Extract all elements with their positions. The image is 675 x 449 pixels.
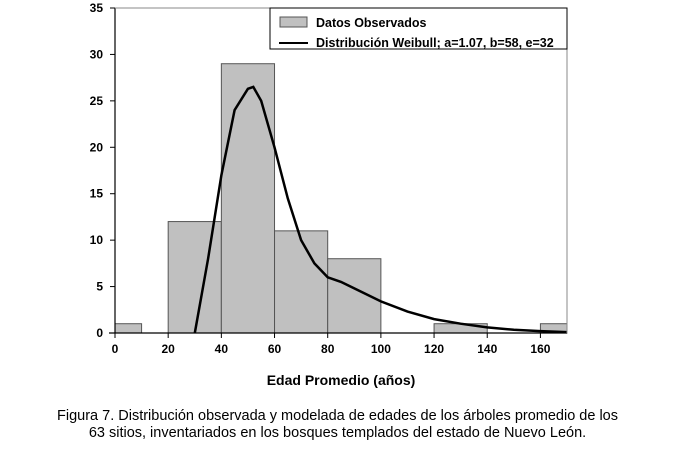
y-tick-label: 15	[90, 187, 104, 201]
legend: Datos Observados Distribución Weibull; a…	[269, 7, 568, 50]
x-tick-label: 0	[112, 342, 119, 356]
legend-swatch-bars	[279, 16, 308, 28]
histogram-bar	[274, 230, 329, 334]
figure-caption: Figura 7. Distribución observada y model…	[0, 408, 675, 442]
histogram-bar	[114, 323, 143, 334]
legend-label-bars: Datos Observados	[316, 16, 427, 30]
y-tick-label: 0	[96, 326, 103, 340]
x-tick-label: 60	[268, 342, 282, 356]
histogram-chart: 0 5 10 15 20 25 30 35 0 20 40 60 80 100 120 140 160 Edad…	[90, 1, 568, 388]
x-tick-label: 120	[424, 342, 444, 356]
x-tick-label: 140	[477, 342, 497, 356]
x-tick-label: 20	[161, 342, 175, 356]
caption-line-1: Figura 7. Distribución observada y model…	[57, 408, 618, 424]
histogram-bar	[220, 63, 276, 334]
y-tick-label: 30	[90, 47, 104, 61]
caption-line-2: 63 sitios, inventariados en los bosques …	[88, 425, 587, 441]
histogram-bar	[327, 258, 382, 334]
x-tick-label: 40	[215, 342, 229, 356]
legend-label-curve: Distribución Weibull; a=1.07, b=58, e=32	[316, 36, 554, 50]
y-tick-label: 35	[90, 1, 104, 15]
weibull-curve	[193, 85, 568, 334]
y-tick-label: 5	[96, 280, 103, 294]
y-tick-label: 20	[90, 140, 104, 154]
histogram-bar	[167, 221, 222, 334]
y-tick-label: 10	[90, 233, 104, 247]
x-tick-label: 80	[321, 342, 335, 356]
x-tick-label: 100	[371, 342, 391, 356]
x-axis-label: Edad Promedio (años)	[267, 372, 416, 388]
x-tick-label: 160	[530, 342, 550, 356]
y-tick-label: 25	[90, 94, 104, 108]
